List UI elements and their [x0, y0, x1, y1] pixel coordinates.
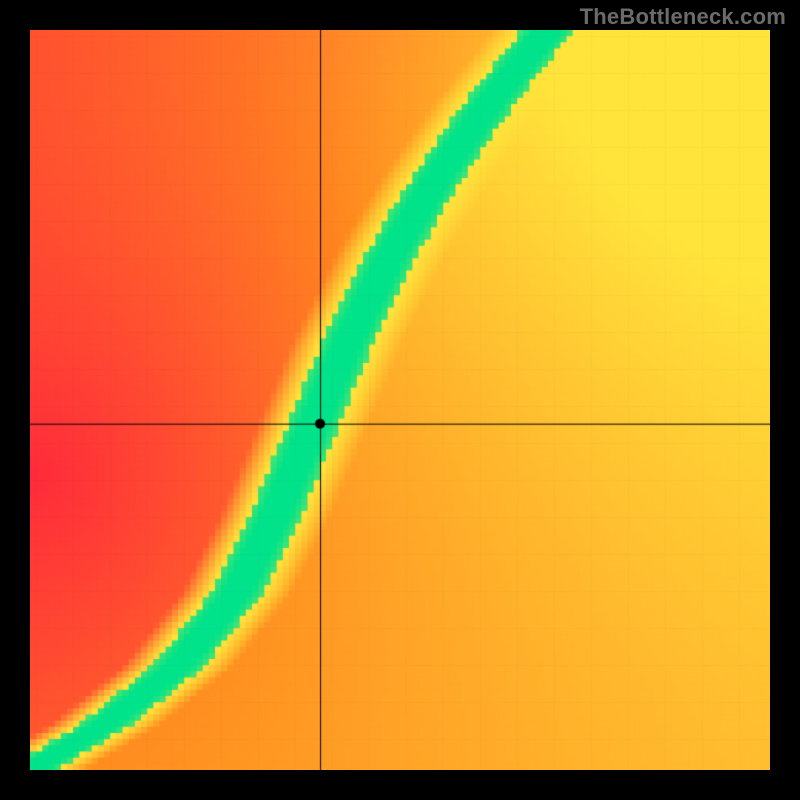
attribution-label: TheBottleneck.com	[580, 4, 786, 30]
bottleneck-heatmap	[30, 30, 770, 770]
